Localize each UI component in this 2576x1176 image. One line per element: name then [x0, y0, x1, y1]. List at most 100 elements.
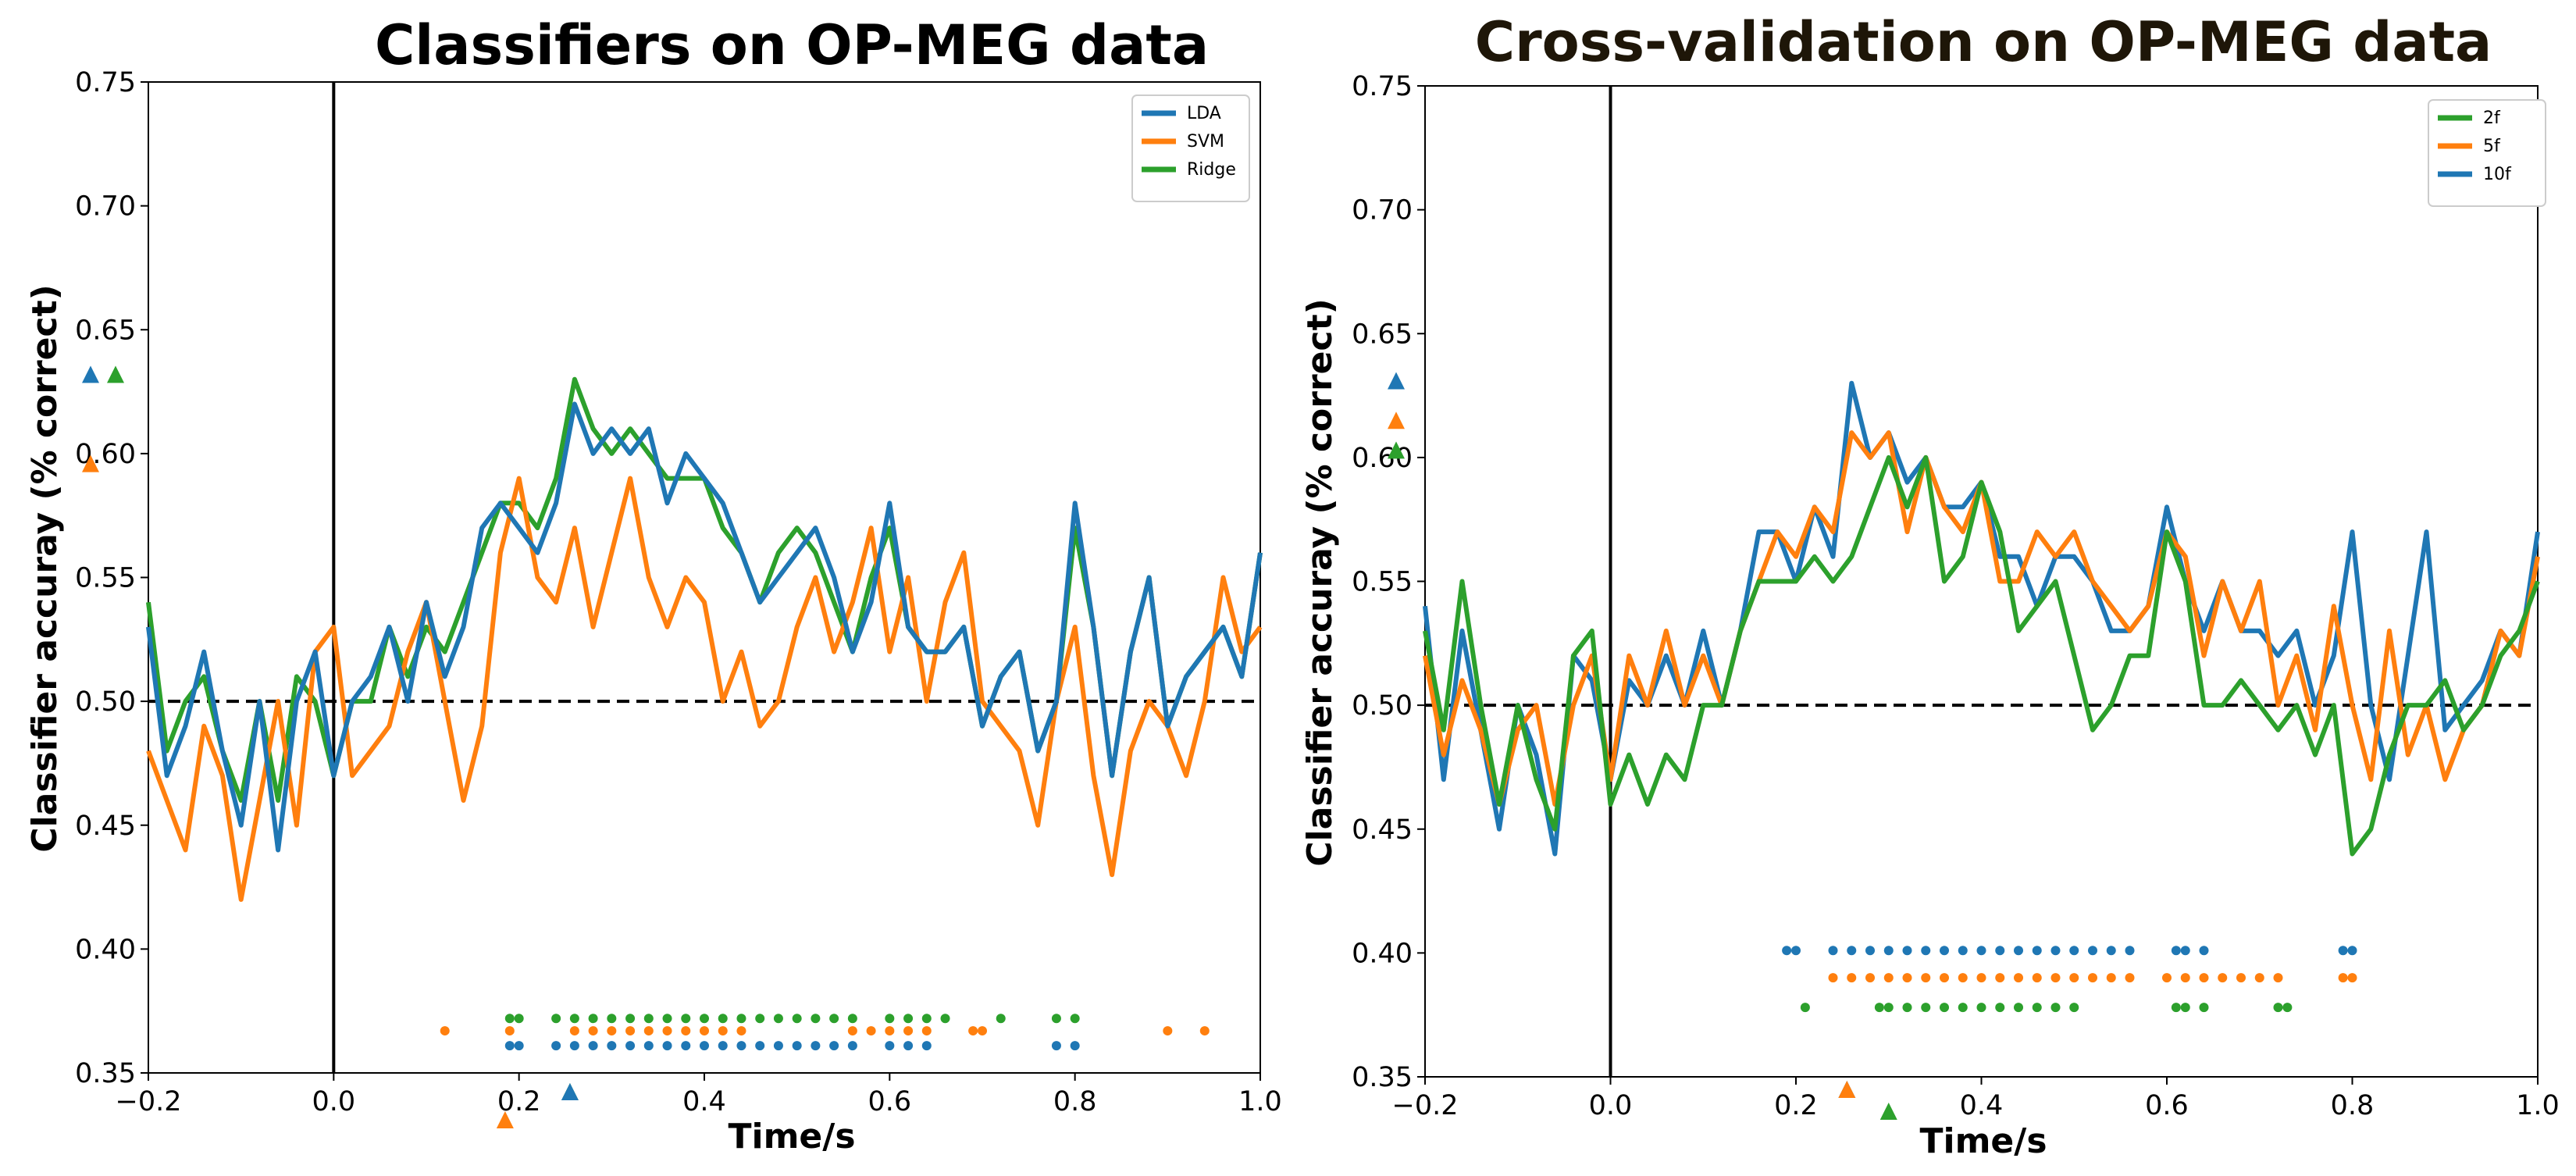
significance-point-5f [2162, 973, 2172, 983]
significance-point-ridge [700, 1014, 709, 1024]
x-tick-label: 1.0 [2516, 1090, 2560, 1121]
significance-point-5f [2125, 973, 2135, 983]
significance-point-5f [2032, 973, 2042, 983]
legend-label-svm: SVM [1187, 132, 1224, 151]
significance-point-10f [1883, 946, 1894, 956]
y-tick-label: 0.75 [1352, 71, 1413, 102]
significance-point-svm [1163, 1026, 1173, 1036]
y-tick-label: 0.55 [75, 563, 136, 594]
x-tick-label: 0.8 [1053, 1086, 1097, 1117]
significance-point-5f [2069, 973, 2079, 983]
significance-point-lda [514, 1041, 524, 1051]
x-tick-label: −0.2 [116, 1086, 182, 1117]
legend-box [1131, 94, 1250, 202]
significance-point-2f [2273, 1003, 2283, 1013]
significance-point-2f [1940, 1003, 1949, 1013]
series-line-svm [146, 476, 1263, 902]
significance-point-svm [569, 1026, 579, 1036]
significance-point-lda [662, 1041, 672, 1051]
peak-marker-y-2f [1388, 441, 1405, 459]
significance-point-ridge [921, 1014, 932, 1024]
series-line-lda [146, 401, 1263, 853]
significance-point-lda [607, 1041, 617, 1051]
significance-point-10f [1976, 946, 1986, 956]
significance-point-2f [1902, 1003, 1912, 1013]
significance-point-10f [1828, 946, 1838, 956]
significance-point-2f [1995, 1003, 2005, 1013]
significance-point-svm [700, 1026, 709, 1036]
y-tick-label: 0.35 [75, 1058, 136, 1089]
significance-point-10f [2106, 946, 2116, 956]
significance-point-2f [2199, 1003, 2209, 1013]
significance-point-2f [1800, 1003, 1810, 1013]
significance-point-lda [792, 1041, 802, 1051]
significance-point-ridge [551, 1014, 561, 1024]
significance-point-2f [1958, 1003, 1968, 1013]
significance-point-lda [811, 1041, 821, 1051]
significance-point-2f [1921, 1003, 1931, 1013]
plot-frame [148, 81, 1261, 1074]
significance-point-5f [1847, 973, 1857, 983]
significance-point-2f [2050, 1003, 2061, 1013]
significance-point-5f [2254, 973, 2264, 983]
legend-label-lda: LDA [1187, 104, 1221, 123]
x-tick-label: 0.2 [1774, 1090, 1818, 1121]
series-line-ridge [146, 376, 1263, 803]
legend: LDA SVM Ridge [1131, 94, 1250, 202]
significance-point-5f [1995, 973, 2005, 983]
chart-cross-validation: Cross-validation on OP-MEG data 0.350.40… [1300, 10, 2560, 1161]
significance-point-svm [921, 1026, 932, 1036]
significance-point-svm [978, 1026, 987, 1036]
significance-point-lda [1070, 1041, 1080, 1051]
significance-point-10f [1921, 946, 1931, 956]
chart-classifiers: Classifiers on OP-MEG data 0.35 0.40 0.45 0… [25, 13, 1282, 1156]
significance-point-lda [681, 1041, 691, 1051]
y-tick-label: 0.70 [1352, 195, 1413, 226]
y-tick-label: 0.65 [1352, 319, 1413, 350]
significance-point-2f [1883, 1003, 1894, 1013]
significance-point-lda [773, 1041, 783, 1051]
y-tick-label: 0.45 [1352, 814, 1413, 846]
significance-point-5f [2273, 973, 2283, 983]
significance-point-svm [681, 1026, 691, 1036]
legend-label-2f: 2f [2483, 109, 2501, 128]
series-line-2f [1423, 454, 2540, 857]
significance-point-lda [504, 1041, 515, 1051]
significance-point-ridge [625, 1014, 636, 1024]
significance-point-ridge [811, 1014, 821, 1024]
significance-point-svm [968, 1026, 978, 1036]
peak-marker-y-svm [82, 454, 99, 472]
significance-point-10f [1995, 946, 2005, 956]
significance-point-lda [588, 1041, 598, 1051]
significance-point-ridge [1051, 1014, 1061, 1024]
significance-point-10f [2050, 946, 2061, 956]
significance-point-5f [1902, 973, 1912, 983]
significance-point-ridge [736, 1014, 746, 1024]
significance-point-10f [2199, 946, 2209, 956]
legend-label-10f: 10f [2483, 165, 2512, 184]
significance-point-lda [847, 1041, 857, 1051]
significance-point-5f [2338, 973, 2348, 983]
significance-point-ridge [569, 1014, 579, 1024]
significance-point-2f [1874, 1003, 1884, 1013]
significance-point-ridge [718, 1014, 728, 1024]
significance-point-ridge [885, 1014, 895, 1024]
peak-marker-y-ridge [107, 365, 124, 383]
significance-point-svm [662, 1026, 672, 1036]
significance-point-5f [1865, 973, 1875, 983]
x-tick-label: 0.6 [868, 1086, 911, 1117]
x-tick-label: 0.0 [1589, 1090, 1633, 1121]
significance-point-2f [1976, 1003, 1986, 1013]
y-axis-label: Classifier accuray (% correct) [1300, 298, 1340, 867]
legend-box [2428, 99, 2546, 207]
peak-marker-x-svm [496, 1111, 514, 1128]
significance-point-svm [1199, 1026, 1210, 1036]
significance-point-ridge [1070, 1014, 1080, 1024]
significance-point-lda [569, 1041, 579, 1051]
significance-point-ridge [662, 1014, 672, 1024]
significance-point-lda [736, 1041, 746, 1051]
significance-point-svm [588, 1026, 598, 1036]
significance-point-5f [1828, 973, 1838, 983]
y-tick-label: 0.70 [75, 191, 136, 223]
